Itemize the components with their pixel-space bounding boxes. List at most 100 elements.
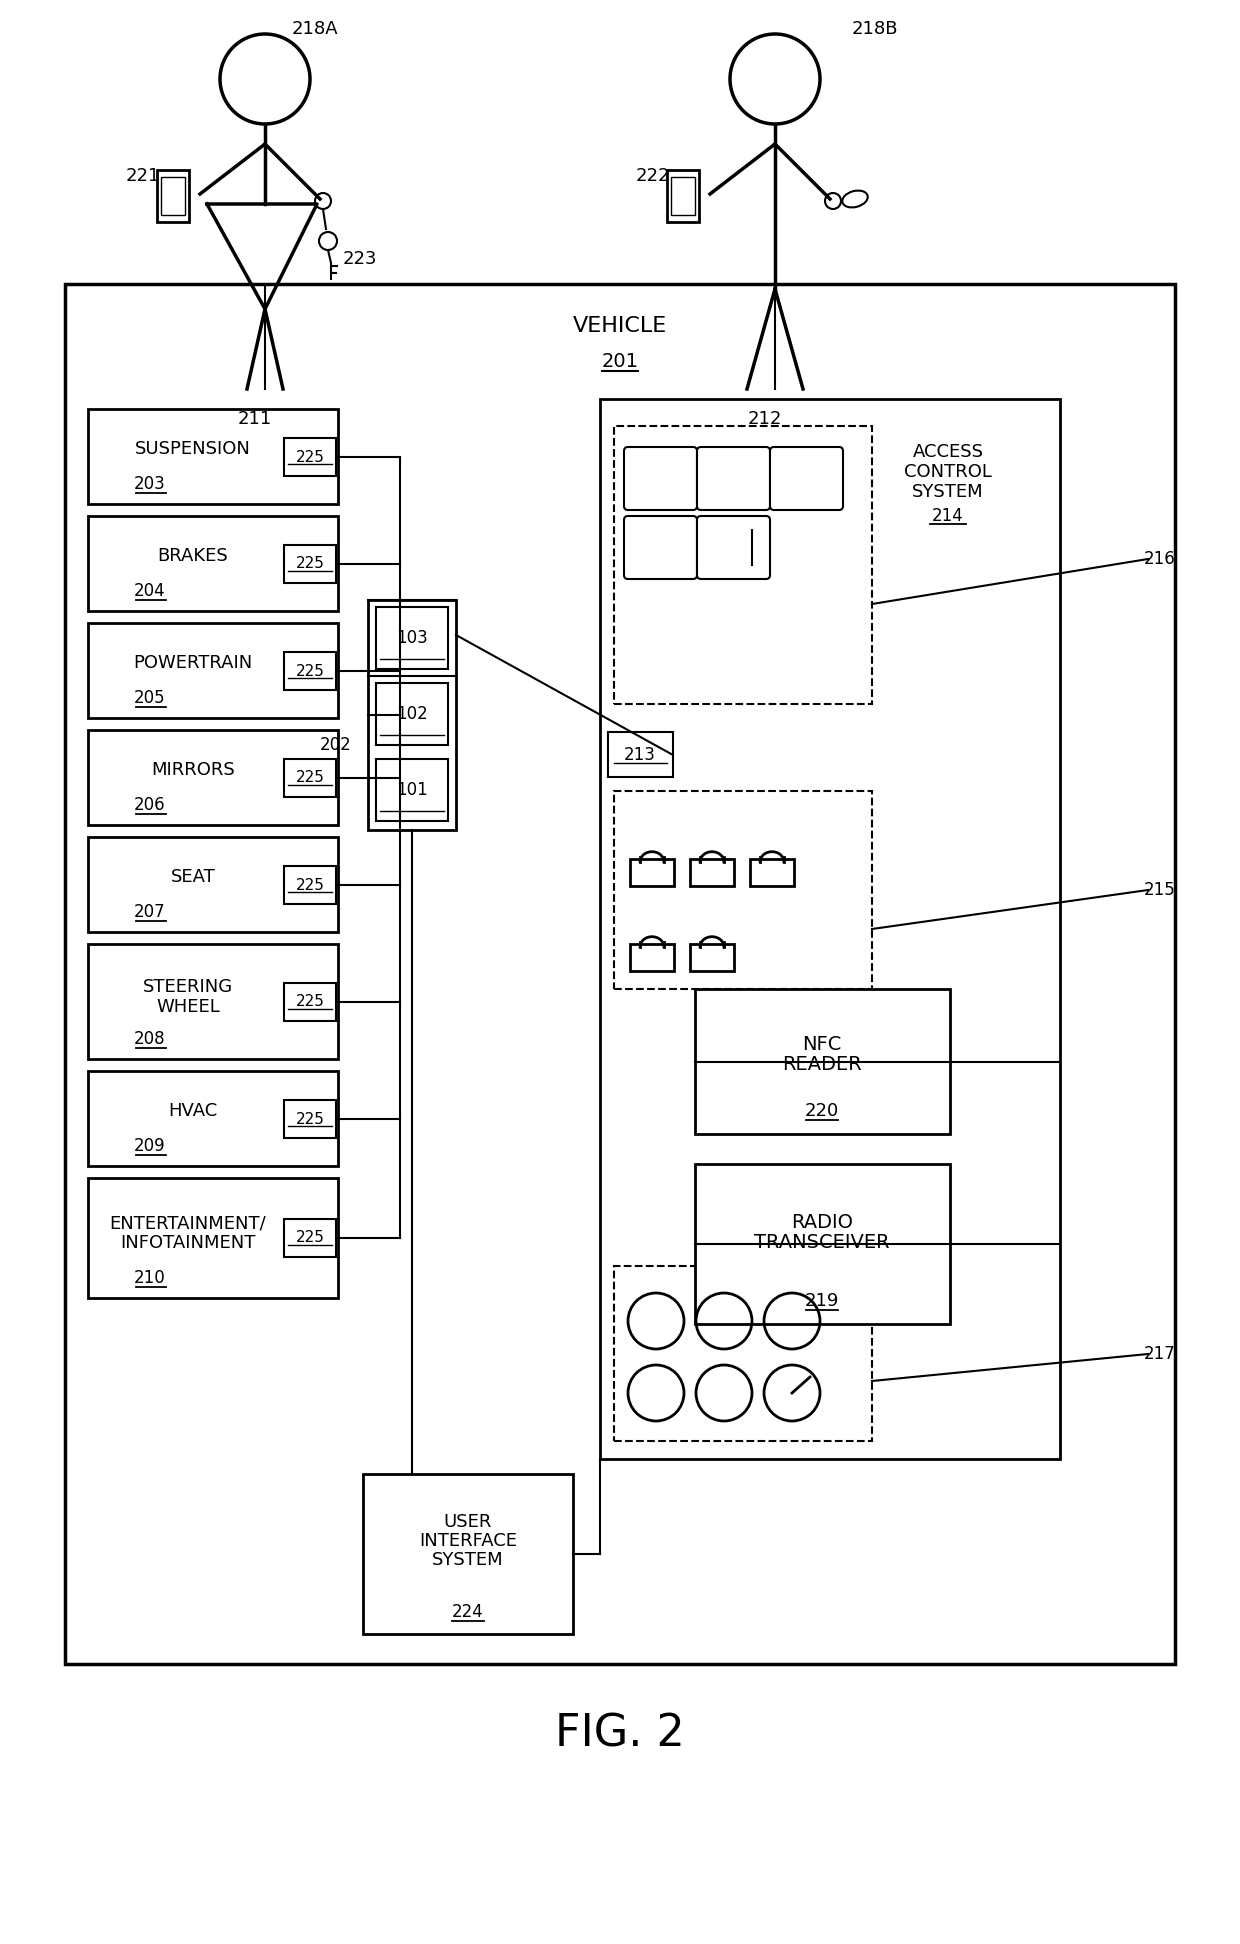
Text: BRAKES: BRAKES xyxy=(157,546,228,566)
Bar xyxy=(630,859,675,886)
Text: SYSTEM: SYSTEM xyxy=(433,1551,503,1569)
Text: INFOTAINMENT: INFOTAINMENT xyxy=(120,1234,255,1252)
Bar xyxy=(376,758,448,820)
Bar xyxy=(88,622,339,717)
Bar xyxy=(64,284,1176,1664)
Bar xyxy=(88,731,339,824)
Text: 206: 206 xyxy=(134,795,166,815)
Text: 225: 225 xyxy=(295,556,325,572)
Text: 215: 215 xyxy=(1145,881,1176,898)
Bar xyxy=(284,984,336,1021)
Text: RADIO: RADIO xyxy=(791,1213,853,1231)
Bar xyxy=(671,177,694,216)
Text: ENTERTAINMENT/: ENTERTAINMENT/ xyxy=(109,1213,267,1232)
Text: 225: 225 xyxy=(295,1231,325,1246)
Text: 208: 208 xyxy=(134,1030,166,1048)
Bar xyxy=(284,1100,336,1137)
Text: 212: 212 xyxy=(748,410,782,428)
Text: POWERTRAIN: POWERTRAIN xyxy=(134,653,253,673)
Bar xyxy=(284,651,336,690)
Bar xyxy=(284,437,336,476)
Bar xyxy=(157,169,188,222)
Text: MIRRORS: MIRRORS xyxy=(151,760,234,780)
Text: 225: 225 xyxy=(295,995,325,1009)
Bar xyxy=(689,945,734,970)
Text: 209: 209 xyxy=(134,1137,166,1155)
Bar xyxy=(88,408,339,503)
Text: READER: READER xyxy=(782,1054,862,1073)
Text: 221: 221 xyxy=(125,167,160,185)
Bar xyxy=(600,399,1060,1460)
Text: TRANSCEIVER: TRANSCEIVER xyxy=(754,1232,890,1252)
Text: SUSPENSION: SUSPENSION xyxy=(135,439,250,459)
Text: WHEEL: WHEEL xyxy=(156,997,219,1017)
Bar xyxy=(667,169,699,222)
Bar xyxy=(694,1164,950,1324)
Bar xyxy=(88,1178,339,1299)
Text: 216: 216 xyxy=(1145,550,1176,568)
Text: ACCESS: ACCESS xyxy=(913,443,983,461)
FancyBboxPatch shape xyxy=(697,515,770,579)
Bar xyxy=(608,733,673,778)
Text: 222: 222 xyxy=(636,167,671,185)
Bar xyxy=(88,1071,339,1166)
Text: FIG. 2: FIG. 2 xyxy=(556,1713,684,1755)
Text: STEERING: STEERING xyxy=(143,978,233,995)
Bar xyxy=(376,607,448,669)
Text: USER: USER xyxy=(444,1512,492,1532)
Text: 101: 101 xyxy=(396,781,428,799)
Text: 205: 205 xyxy=(134,688,166,708)
Text: 220: 220 xyxy=(805,1102,839,1120)
Text: 219: 219 xyxy=(805,1293,839,1310)
FancyBboxPatch shape xyxy=(770,447,843,509)
Bar xyxy=(694,989,950,1133)
Text: CONTROL: CONTROL xyxy=(904,463,992,480)
Text: NFC: NFC xyxy=(802,1034,842,1054)
Bar xyxy=(614,791,872,989)
FancyBboxPatch shape xyxy=(624,515,697,579)
Bar xyxy=(376,682,448,745)
Bar xyxy=(689,859,734,886)
Text: SYSTEM: SYSTEM xyxy=(913,482,983,502)
Bar xyxy=(88,515,339,610)
Text: 223: 223 xyxy=(342,251,377,268)
Text: 102: 102 xyxy=(396,706,428,723)
Bar xyxy=(614,426,872,704)
Text: 225: 225 xyxy=(295,877,325,892)
Text: 225: 225 xyxy=(295,663,325,678)
Bar xyxy=(750,859,794,886)
Bar xyxy=(88,838,339,931)
Text: 225: 225 xyxy=(295,449,325,465)
Text: 204: 204 xyxy=(134,581,166,601)
Text: 214: 214 xyxy=(932,507,963,525)
FancyBboxPatch shape xyxy=(624,447,697,509)
Bar xyxy=(284,758,336,797)
Bar xyxy=(630,945,675,970)
Text: 103: 103 xyxy=(396,630,428,647)
Text: 202: 202 xyxy=(320,737,352,754)
Bar xyxy=(284,1219,336,1258)
Text: 218A: 218A xyxy=(291,19,339,39)
Text: 203: 203 xyxy=(134,474,166,494)
Text: HVAC: HVAC xyxy=(169,1102,218,1120)
Text: 207: 207 xyxy=(134,904,166,921)
Bar xyxy=(368,601,456,830)
Text: INTERFACE: INTERFACE xyxy=(419,1532,517,1549)
Bar xyxy=(161,177,185,216)
Text: 213: 213 xyxy=(624,746,656,764)
Bar xyxy=(88,945,339,1059)
Text: 210: 210 xyxy=(134,1269,166,1287)
Text: VEHICLE: VEHICLE xyxy=(573,317,667,336)
Text: 218B: 218B xyxy=(852,19,898,39)
FancyBboxPatch shape xyxy=(697,447,770,509)
Text: 201: 201 xyxy=(601,352,639,371)
Bar xyxy=(284,865,336,904)
Text: 211: 211 xyxy=(238,410,272,428)
Bar xyxy=(614,1266,872,1441)
Text: 224: 224 xyxy=(453,1604,484,1621)
Text: 225: 225 xyxy=(295,1112,325,1126)
Text: 225: 225 xyxy=(295,770,325,785)
Bar xyxy=(284,544,336,583)
Text: SEAT: SEAT xyxy=(171,869,216,886)
Text: 217: 217 xyxy=(1145,1345,1176,1363)
